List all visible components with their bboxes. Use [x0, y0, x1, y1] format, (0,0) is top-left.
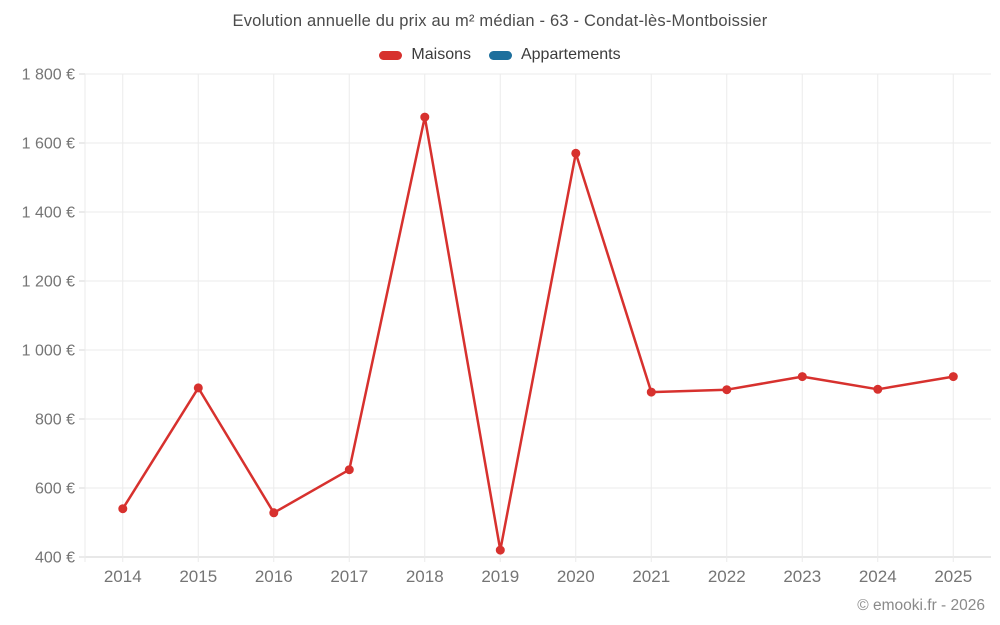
- maisons-data-point-2014[interactable]: [118, 504, 128, 514]
- maisons-line: [121, 115, 954, 552]
- x-axis-tick-label: 2018: [406, 567, 444, 586]
- maisons-data-point-2017[interactable]: [344, 465, 354, 475]
- maisons-data-point-2018[interactable]: [420, 112, 430, 122]
- maisons-series-swatch-icon: [379, 50, 403, 60]
- x-axis-tick-label: 2022: [708, 567, 746, 586]
- x-axis-tick-label: 2016: [255, 567, 293, 586]
- x-axis-tick-label: 2025: [934, 567, 972, 586]
- y-axis-tick-label: 1 200 €: [22, 274, 75, 291]
- y-axis-tick-label: 400 €: [35, 550, 75, 567]
- maisons-data-point-2022[interactable]: [722, 385, 732, 395]
- x-axis-tick-label: 2015: [179, 567, 217, 586]
- y-axis-tick-label: 1 600 €: [22, 136, 75, 153]
- chart-legend: Maisons Appartements: [0, 46, 1000, 64]
- y-axis-tick-label: 1 400 €: [22, 205, 75, 222]
- y-axis-tick-label: 800 €: [35, 412, 75, 429]
- legend-label-maisons: Maisons: [411, 46, 471, 63]
- x-axis-tick-label: 2014: [104, 567, 142, 586]
- maisons-data-point-2021[interactable]: [646, 387, 656, 397]
- y-axis-tick-label: 1 800 €: [22, 67, 75, 84]
- legend-item-appartements[interactable]: Appartements: [488, 46, 621, 64]
- maisons-data-point-2025[interactable]: [948, 372, 958, 382]
- maisons-data-point-2015[interactable]: [193, 383, 203, 393]
- y-axis-tick-label: 600 €: [35, 481, 75, 498]
- x-axis-tick-label: 2017: [330, 567, 368, 586]
- maisons-data-point-2020[interactable]: [571, 148, 581, 158]
- x-axis-tick-label: 2019: [481, 567, 519, 586]
- x-axis-tick-label: 2023: [783, 567, 821, 586]
- maisons-data-point-2019[interactable]: [495, 545, 505, 555]
- legend-label-appartements: Appartements: [520, 46, 621, 63]
- maisons-data-point-2024[interactable]: [873, 384, 883, 394]
- x-axis-tick-label: 2021: [632, 567, 670, 586]
- x-axis-tick-label: 2020: [557, 567, 595, 586]
- legend-item-maisons[interactable]: Maisons: [379, 46, 471, 64]
- maisons-data-point-2016[interactable]: [269, 508, 279, 518]
- maisons-data-point-2023[interactable]: [797, 372, 807, 382]
- x-axis-tick-label: 2024: [859, 567, 897, 586]
- appartements-series-swatch-icon: [488, 50, 512, 60]
- y-axis-tick-label: 1 000 €: [22, 343, 75, 360]
- copyright-text: © emooki.fr - 2026: [857, 597, 985, 614]
- chart-title: Evolution annuelle du prix au m² médian …: [232, 12, 768, 30]
